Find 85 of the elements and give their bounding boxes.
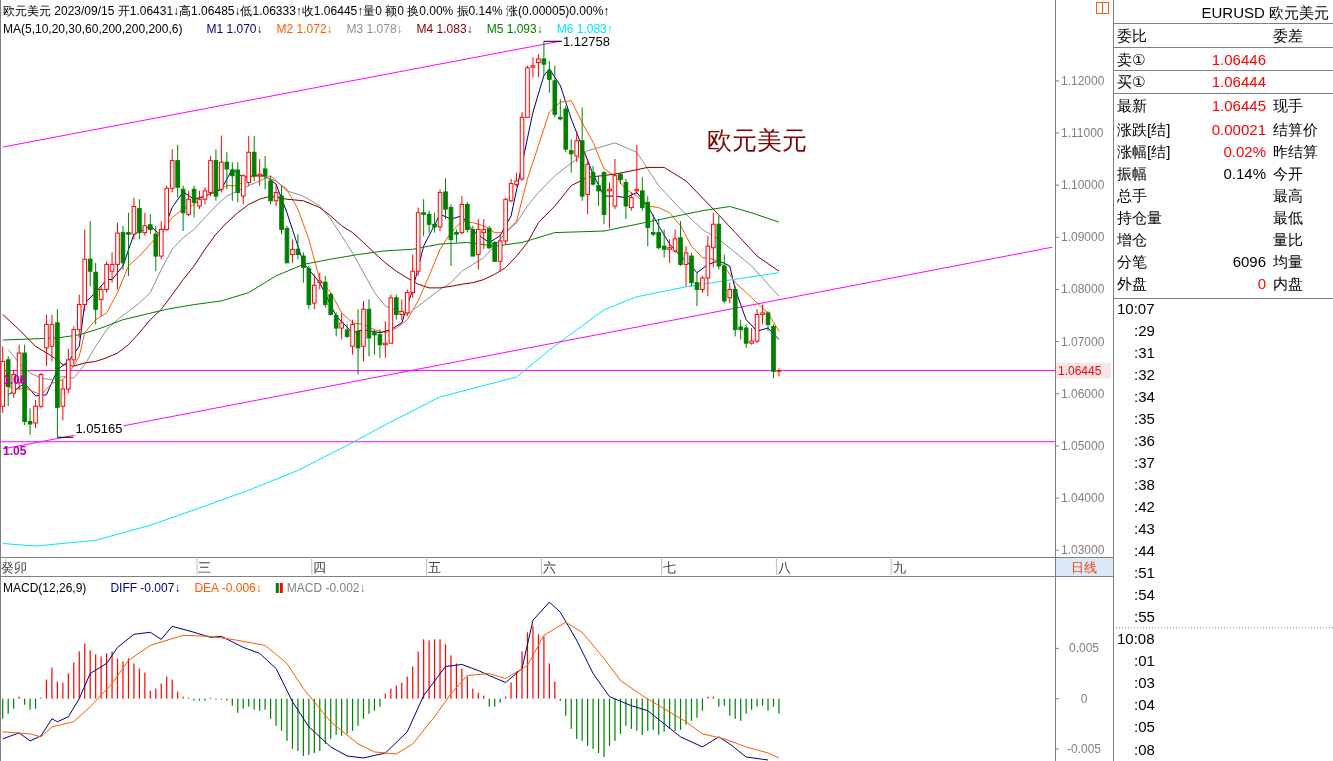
text: :35 xyxy=(1134,409,1155,427)
text: 0 xyxy=(1257,274,1266,292)
annotation: 1.12758 xyxy=(543,33,610,49)
text: 最高 xyxy=(1273,186,1303,204)
text: 现手 xyxy=(1273,96,1303,114)
y-tick-label: 1.07000 xyxy=(1061,334,1105,349)
annotation: 日线 xyxy=(1056,558,1113,576)
text: 内盘 xyxy=(1273,274,1303,292)
text: 1.06444 xyxy=(1211,72,1266,90)
x-tick-label: 八 xyxy=(777,559,791,575)
text: 量比 xyxy=(1273,230,1303,248)
chart-title: MACD(12,26,9) xyxy=(3,581,87,595)
text: :03 xyxy=(1134,674,1155,692)
text: 涨幅[结] xyxy=(1117,142,1171,160)
text: 持仓量 xyxy=(1117,208,1162,226)
y-tick-label: 1.12000 xyxy=(1061,73,1105,88)
y-tick-label: 1.08000 xyxy=(1061,282,1105,297)
text: 结算价 xyxy=(1273,120,1318,138)
text: :32 xyxy=(1134,365,1155,383)
text: 10:08 xyxy=(1117,630,1155,648)
x-tick-label: 六 xyxy=(542,559,556,575)
text: :05 xyxy=(1134,718,1155,736)
text: 1.06445 xyxy=(1211,96,1266,114)
text: :36 xyxy=(1134,431,1155,449)
text: 0.00021 xyxy=(1211,120,1266,138)
chart-subtitle: 欧元美元 2023/09/15 开1.06431↓高1.06485↓低1.06333↑收1.06445↑量0 额0 换0.00% 振0.14% 涨(0.00005)0.00%↑ xyxy=(3,4,610,18)
x-tick-label: 癸卯 xyxy=(0,559,27,575)
y-tick-label: 0 xyxy=(1080,691,1088,706)
text: :08 xyxy=(1134,740,1155,758)
text: 委差 xyxy=(1273,26,1303,44)
text: 增仓 xyxy=(1116,230,1147,248)
text: 今开 xyxy=(1273,164,1303,182)
text: :31 xyxy=(1134,343,1155,361)
text: EURUSD 欧元美元 xyxy=(1201,3,1329,21)
text: 1.06446 xyxy=(1211,50,1266,68)
text: 外盘 xyxy=(1117,274,1147,292)
text: :54 xyxy=(1134,586,1155,604)
y-tick-label: 1.05000 xyxy=(1061,438,1105,453)
text: 昨结算 xyxy=(1273,142,1318,160)
text: :55 xyxy=(1134,608,1155,626)
text: :43 xyxy=(1134,520,1155,537)
y-tick-label: -0.005 xyxy=(1066,741,1102,756)
text: 买① xyxy=(1117,72,1146,90)
y-tick-label: 0.005 xyxy=(1068,641,1100,656)
y-tick-label: 1.06000 xyxy=(1061,386,1105,401)
text: 6096 xyxy=(1232,252,1266,270)
text: 最新 xyxy=(1117,96,1147,114)
x-tick-label: 三 xyxy=(198,559,212,575)
ref-label: 1.06 xyxy=(3,372,27,387)
text: :04 xyxy=(1134,696,1155,714)
text: :29 xyxy=(1134,321,1155,339)
legend: MACD(12,26,9) DIFF -0.007↓ DEA -0.006↓ MACD -0.002↓ xyxy=(3,581,366,595)
text: 0.14% xyxy=(1223,164,1266,182)
text: :42 xyxy=(1134,497,1155,515)
x-tick-label: 九 xyxy=(892,559,906,575)
text: 委比 xyxy=(1117,26,1147,44)
text: :51 xyxy=(1134,564,1155,582)
ref-label: 1.05 xyxy=(3,443,27,458)
y-tick-label: 1.10000 xyxy=(1061,178,1105,193)
text: 最低 xyxy=(1273,208,1303,226)
x-tick-label: 四 xyxy=(313,559,327,575)
y-tick-label: 1.03000 xyxy=(1061,543,1105,558)
text: 10:07 xyxy=(1117,299,1155,317)
text: 振幅 xyxy=(1117,164,1147,182)
annotation: 1.12758 xyxy=(562,33,610,49)
text: 涨跌[结] xyxy=(1117,120,1171,138)
text: :38 xyxy=(1134,475,1155,493)
text: 卖① xyxy=(1117,50,1146,68)
y-tick-label: 1.09000 xyxy=(1061,230,1105,245)
text: 均量 xyxy=(1272,252,1303,270)
text: 欧元美元 xyxy=(707,126,807,154)
x-tick-label: 五 xyxy=(428,559,442,575)
text: 0.02% xyxy=(1223,142,1266,160)
text: 总手 xyxy=(1116,186,1147,204)
text: :01 xyxy=(1134,652,1155,670)
text: :34 xyxy=(1134,387,1155,405)
legend-label: MACD -0.002↓ xyxy=(286,581,366,595)
annotation: 1.05165 xyxy=(75,420,123,436)
y-tick-label: 1.11000 xyxy=(1061,125,1104,140)
y-tick-label: 1.04000 xyxy=(1061,491,1105,506)
text: 分笔 xyxy=(1117,252,1147,270)
text: :44 xyxy=(1134,542,1155,560)
x-tick-label: 七 xyxy=(663,559,677,575)
text: :37 xyxy=(1134,453,1155,471)
legend: MA(5,10,20,30,60,200,200,200,6) M1 1.070↓ M2 1.072↓ M3 1.078↓ M4 1.083↓ M5 1.093↓ M6 1.083↑ xyxy=(3,22,613,36)
